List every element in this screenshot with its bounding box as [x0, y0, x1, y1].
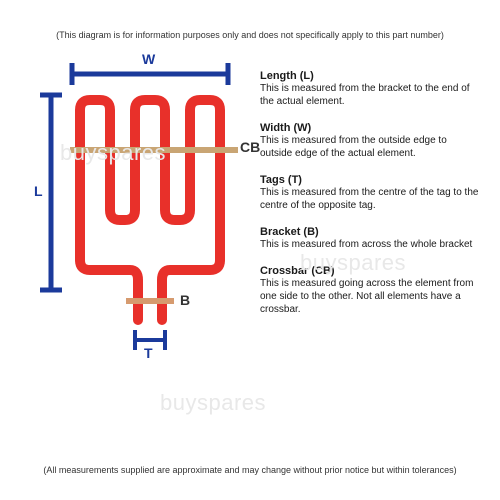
label-bracket: Bracket (B) This is measured from across… [260, 226, 480, 251]
label-title: Crossbar (CB) [260, 265, 480, 277]
label-length: Length (L) This is measured from the bra… [260, 70, 480, 108]
label-desc: This is measured from across the whole b… [260, 238, 480, 251]
label-title: Bracket (B) [260, 226, 480, 238]
bracket-bar [126, 298, 174, 304]
disclaimer-top: (This diagram is for information purpose… [0, 30, 500, 40]
crossbar-bar [70, 147, 238, 153]
label-width: Width (W) This is measured from the outs… [260, 122, 480, 160]
label-desc: This is measured from the centre of the … [260, 186, 480, 212]
dim-label-cb: CB [240, 139, 260, 155]
label-title: Tags (T) [260, 174, 480, 186]
label-crossbar: Crossbar (CB) This is measured going acr… [260, 265, 480, 316]
label-desc: This is measured from the bracket to the… [260, 82, 480, 108]
dim-label-w: W [142, 51, 155, 67]
dim-label-l: L [34, 183, 43, 199]
label-title: Length (L) [260, 70, 480, 82]
label-desc: This is measured from the outside edge t… [260, 134, 480, 160]
labels-area: Length (L) This is measured from the bra… [260, 70, 480, 330]
watermark: buyspares [160, 390, 266, 416]
diagram: W L T CB B [30, 55, 250, 375]
label-title: Width (W) [260, 122, 480, 134]
dim-label-t: T [144, 345, 153, 361]
disclaimer-bottom: (All measurements supplied are approxima… [0, 465, 500, 475]
dim-label-b: B [180, 292, 190, 308]
label-tags: Tags (T) This is measured from the centr… [260, 174, 480, 212]
label-desc: This is measured going across the elemen… [260, 277, 480, 316]
